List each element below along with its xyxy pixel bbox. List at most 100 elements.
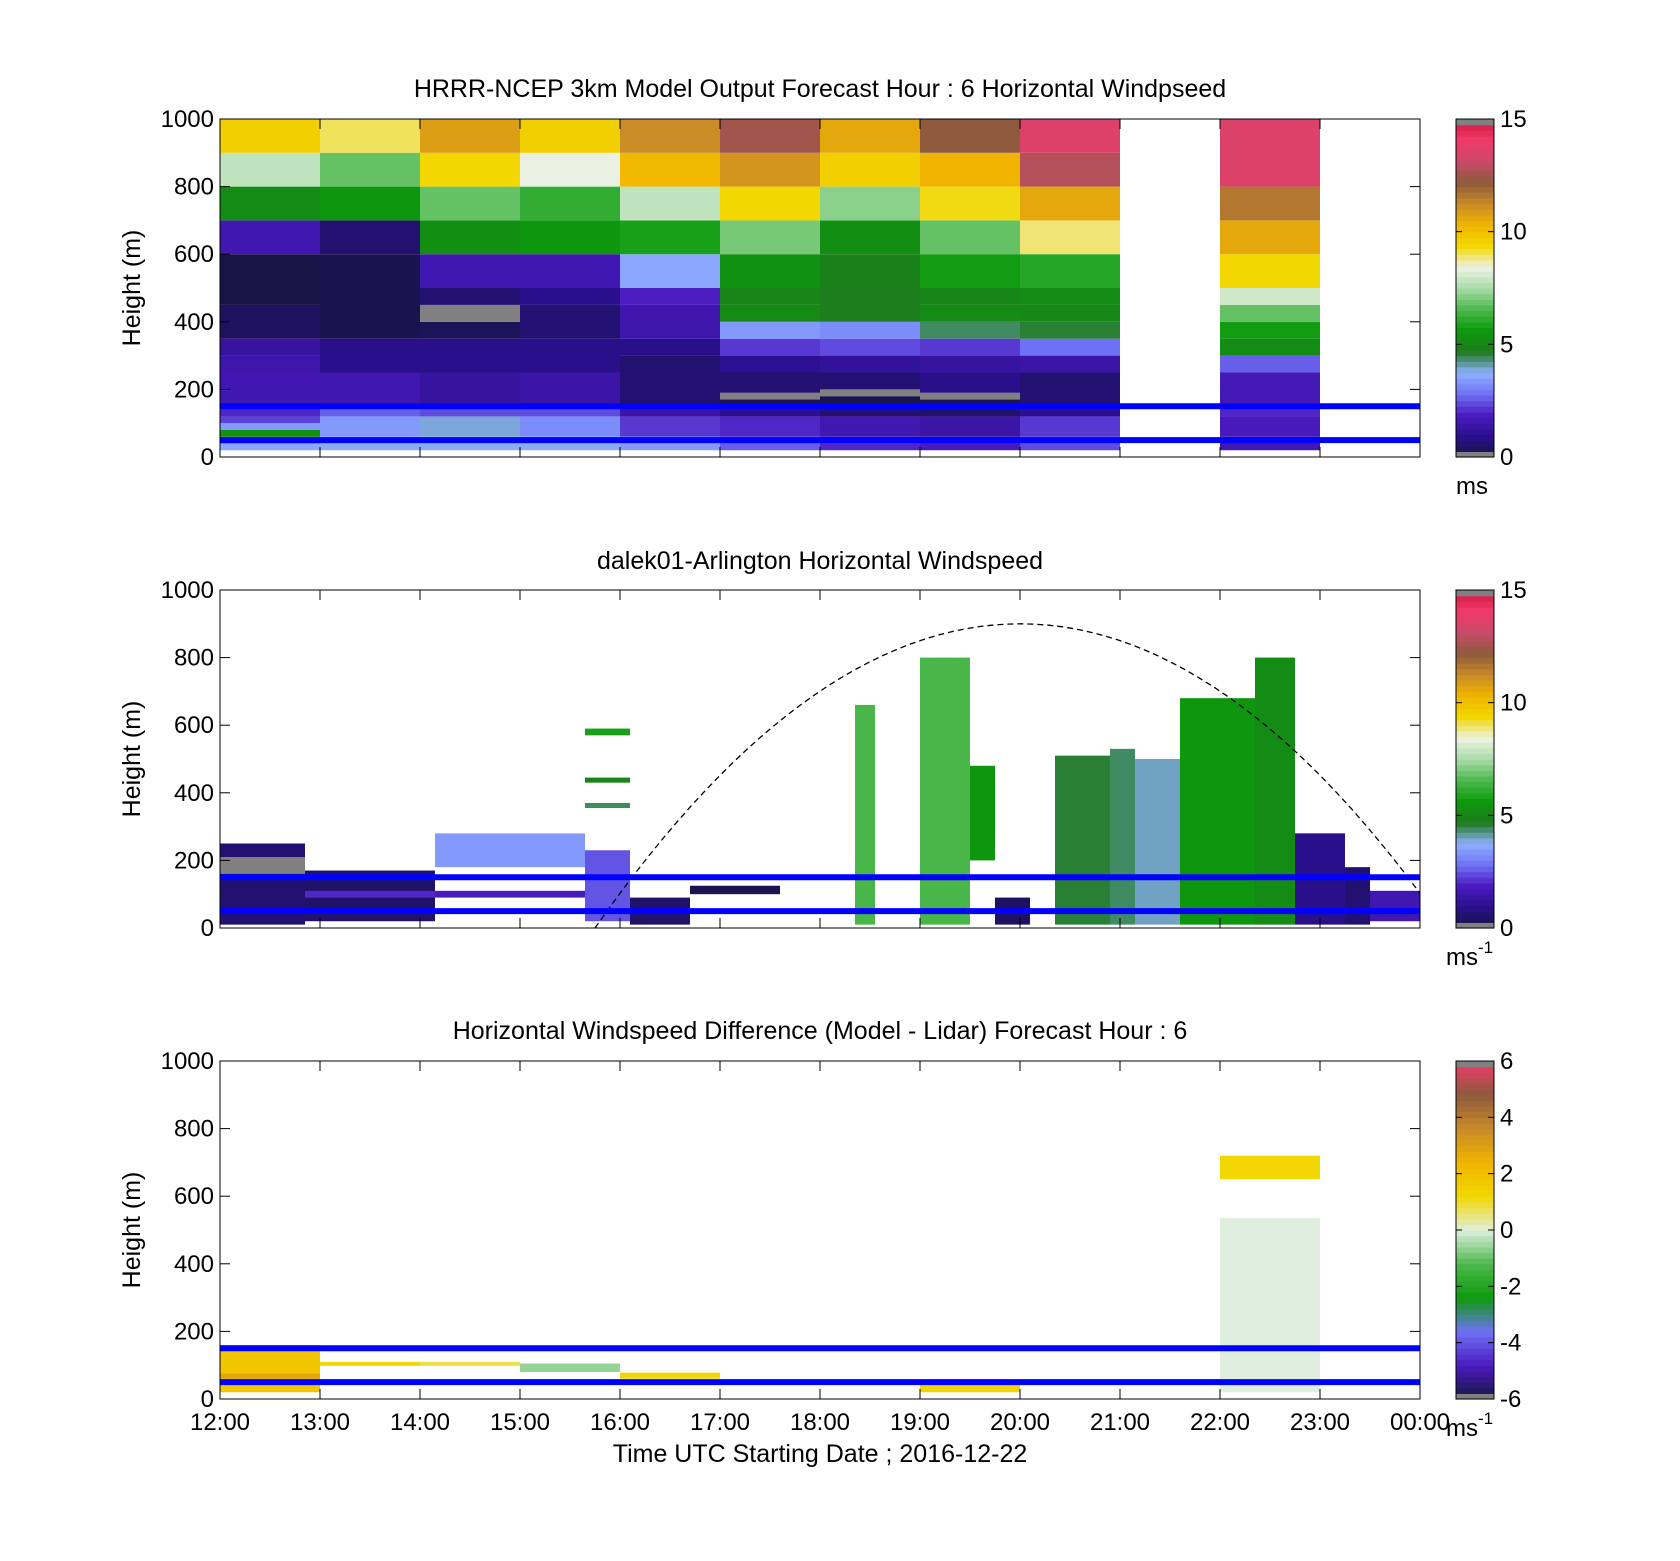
colorbar-swatch bbox=[1456, 434, 1494, 441]
colorbar-swatch bbox=[1456, 203, 1494, 210]
colorbar-swatch bbox=[1456, 197, 1494, 205]
colorbar-swatch bbox=[1456, 299, 1494, 306]
heatmap-cell bbox=[320, 186, 420, 221]
colorbar-tick-label: 4 bbox=[1500, 1104, 1513, 1131]
heatmap-cell bbox=[420, 338, 520, 373]
heatmap-cell bbox=[520, 119, 620, 153]
heatmap-cell bbox=[720, 186, 820, 221]
colorbar-swatch bbox=[1456, 1151, 1494, 1158]
heatmap-cell bbox=[1020, 254, 1120, 288]
heatmap-cell bbox=[420, 304, 520, 322]
colorbar-swatch bbox=[1456, 826, 1494, 833]
heatmap-cell bbox=[720, 399, 820, 407]
heatmap-cell bbox=[620, 406, 720, 417]
heatmap-cell bbox=[1220, 338, 1320, 356]
colorbar-tick-label: 10 bbox=[1500, 219, 1527, 246]
colorbar-swatch bbox=[1456, 1348, 1494, 1355]
heatmap-cell bbox=[420, 220, 520, 255]
heatmap-cell bbox=[320, 119, 420, 153]
heatmap-cell bbox=[1020, 119, 1120, 153]
colorbar-swatch bbox=[1456, 623, 1494, 631]
heatmap-cell bbox=[720, 254, 820, 288]
heatmap-cell bbox=[820, 186, 920, 221]
heatmap-cell bbox=[320, 416, 420, 437]
heatmap-cell bbox=[520, 338, 620, 373]
colorbar-swatch bbox=[1456, 905, 1494, 912]
colorbar-swatch bbox=[1456, 725, 1494, 732]
colorbar-swatch bbox=[1456, 759, 1494, 766]
colorbar-swatch bbox=[1456, 702, 1494, 709]
heatmap-cell bbox=[220, 857, 305, 874]
heatmap-cell bbox=[920, 372, 1020, 393]
colorbar-swatch bbox=[1456, 1213, 1494, 1220]
colorbar-swatch bbox=[1456, 451, 1494, 458]
colorbar-swatch bbox=[1456, 389, 1494, 396]
heatmap-cell bbox=[855, 704, 875, 925]
colorbar-swatch bbox=[1456, 242, 1494, 250]
colorbar-swatch bbox=[1456, 1337, 1494, 1344]
heatmap-cell bbox=[585, 728, 630, 736]
y-axis-label: Height (m) bbox=[118, 701, 146, 818]
colorbar-swatch bbox=[1456, 1201, 1494, 1209]
x-axis-ticks bbox=[219, 1061, 1421, 1399]
colorbar-swatch bbox=[1456, 1173, 1494, 1180]
colorbar-swatch bbox=[1456, 894, 1494, 901]
heatmap-cell bbox=[320, 152, 420, 187]
colorbar-swatch bbox=[1456, 1263, 1494, 1271]
colorbar-swatch bbox=[1456, 629, 1494, 636]
colorbar-swatch bbox=[1456, 1320, 1494, 1327]
heatmap-cell bbox=[220, 152, 320, 187]
colorbar-swatch bbox=[1456, 911, 1494, 918]
colorbar-tick-label: 10 bbox=[1500, 690, 1527, 717]
heatmap-cell bbox=[720, 338, 820, 356]
colorbar-tick-label: -6 bbox=[1500, 1386, 1521, 1413]
colorbar-swatch bbox=[1456, 209, 1494, 216]
colorbar-swatch bbox=[1456, 820, 1494, 828]
heatmap-cell bbox=[520, 186, 620, 221]
colorbar-swatch bbox=[1456, 1128, 1494, 1135]
heatmap-cell bbox=[970, 765, 995, 861]
heatmap-cell bbox=[220, 1373, 320, 1379]
heatmap-cell bbox=[220, 119, 320, 153]
colorbar-swatch bbox=[1456, 254, 1494, 261]
colorbar-swatch bbox=[1456, 1094, 1494, 1102]
colorbar-swatch bbox=[1456, 175, 1494, 182]
colorbar-swatch bbox=[1456, 400, 1494, 407]
heatmap-cell bbox=[720, 152, 820, 187]
colorbar-swatch bbox=[1456, 635, 1494, 642]
colorbar-swatch bbox=[1456, 135, 1494, 143]
colorbar-swatch bbox=[1456, 141, 1494, 148]
colorbar-swatch bbox=[1456, 1376, 1494, 1383]
heatmap-cells bbox=[220, 1155, 1320, 1393]
heatmap-cell bbox=[1020, 186, 1120, 221]
heatmap-cell bbox=[1020, 152, 1120, 187]
heatmap-cell bbox=[820, 416, 920, 437]
colorbar-swatch bbox=[1456, 832, 1494, 839]
colorbar-swatch bbox=[1456, 338, 1494, 345]
heatmap-cell bbox=[620, 1372, 720, 1379]
heatmap-cell bbox=[820, 220, 920, 255]
heatmap-cell bbox=[920, 220, 1020, 255]
heatmap-cells bbox=[220, 119, 1320, 451]
colorbar-swatch bbox=[1456, 349, 1494, 357]
colorbar-swatch bbox=[1456, 411, 1494, 419]
colorbar-swatch bbox=[1456, 276, 1494, 283]
heatmap-cell bbox=[520, 416, 620, 437]
colorbar-swatch bbox=[1456, 147, 1494, 154]
heatmap-cell bbox=[1020, 288, 1120, 305]
colorbar-swatch bbox=[1456, 1106, 1494, 1113]
heatmap-cell bbox=[420, 119, 520, 153]
colorbar-swatch bbox=[1456, 882, 1494, 890]
heatmap-cell bbox=[420, 321, 520, 339]
heatmap-cell bbox=[820, 152, 920, 187]
colorbar-swatch bbox=[1456, 282, 1494, 289]
heatmap-cell bbox=[220, 429, 320, 437]
heatmap-cell bbox=[220, 1344, 320, 1393]
heatmap-cell bbox=[1220, 288, 1320, 305]
colorbar-swatch bbox=[1456, 1168, 1494, 1175]
heatmap-cell bbox=[220, 304, 320, 339]
heatmap-cell bbox=[1220, 321, 1320, 339]
heatmap-cell bbox=[1020, 220, 1120, 255]
heatmap-cell bbox=[620, 355, 720, 407]
colorbar-swatch bbox=[1456, 1275, 1494, 1282]
